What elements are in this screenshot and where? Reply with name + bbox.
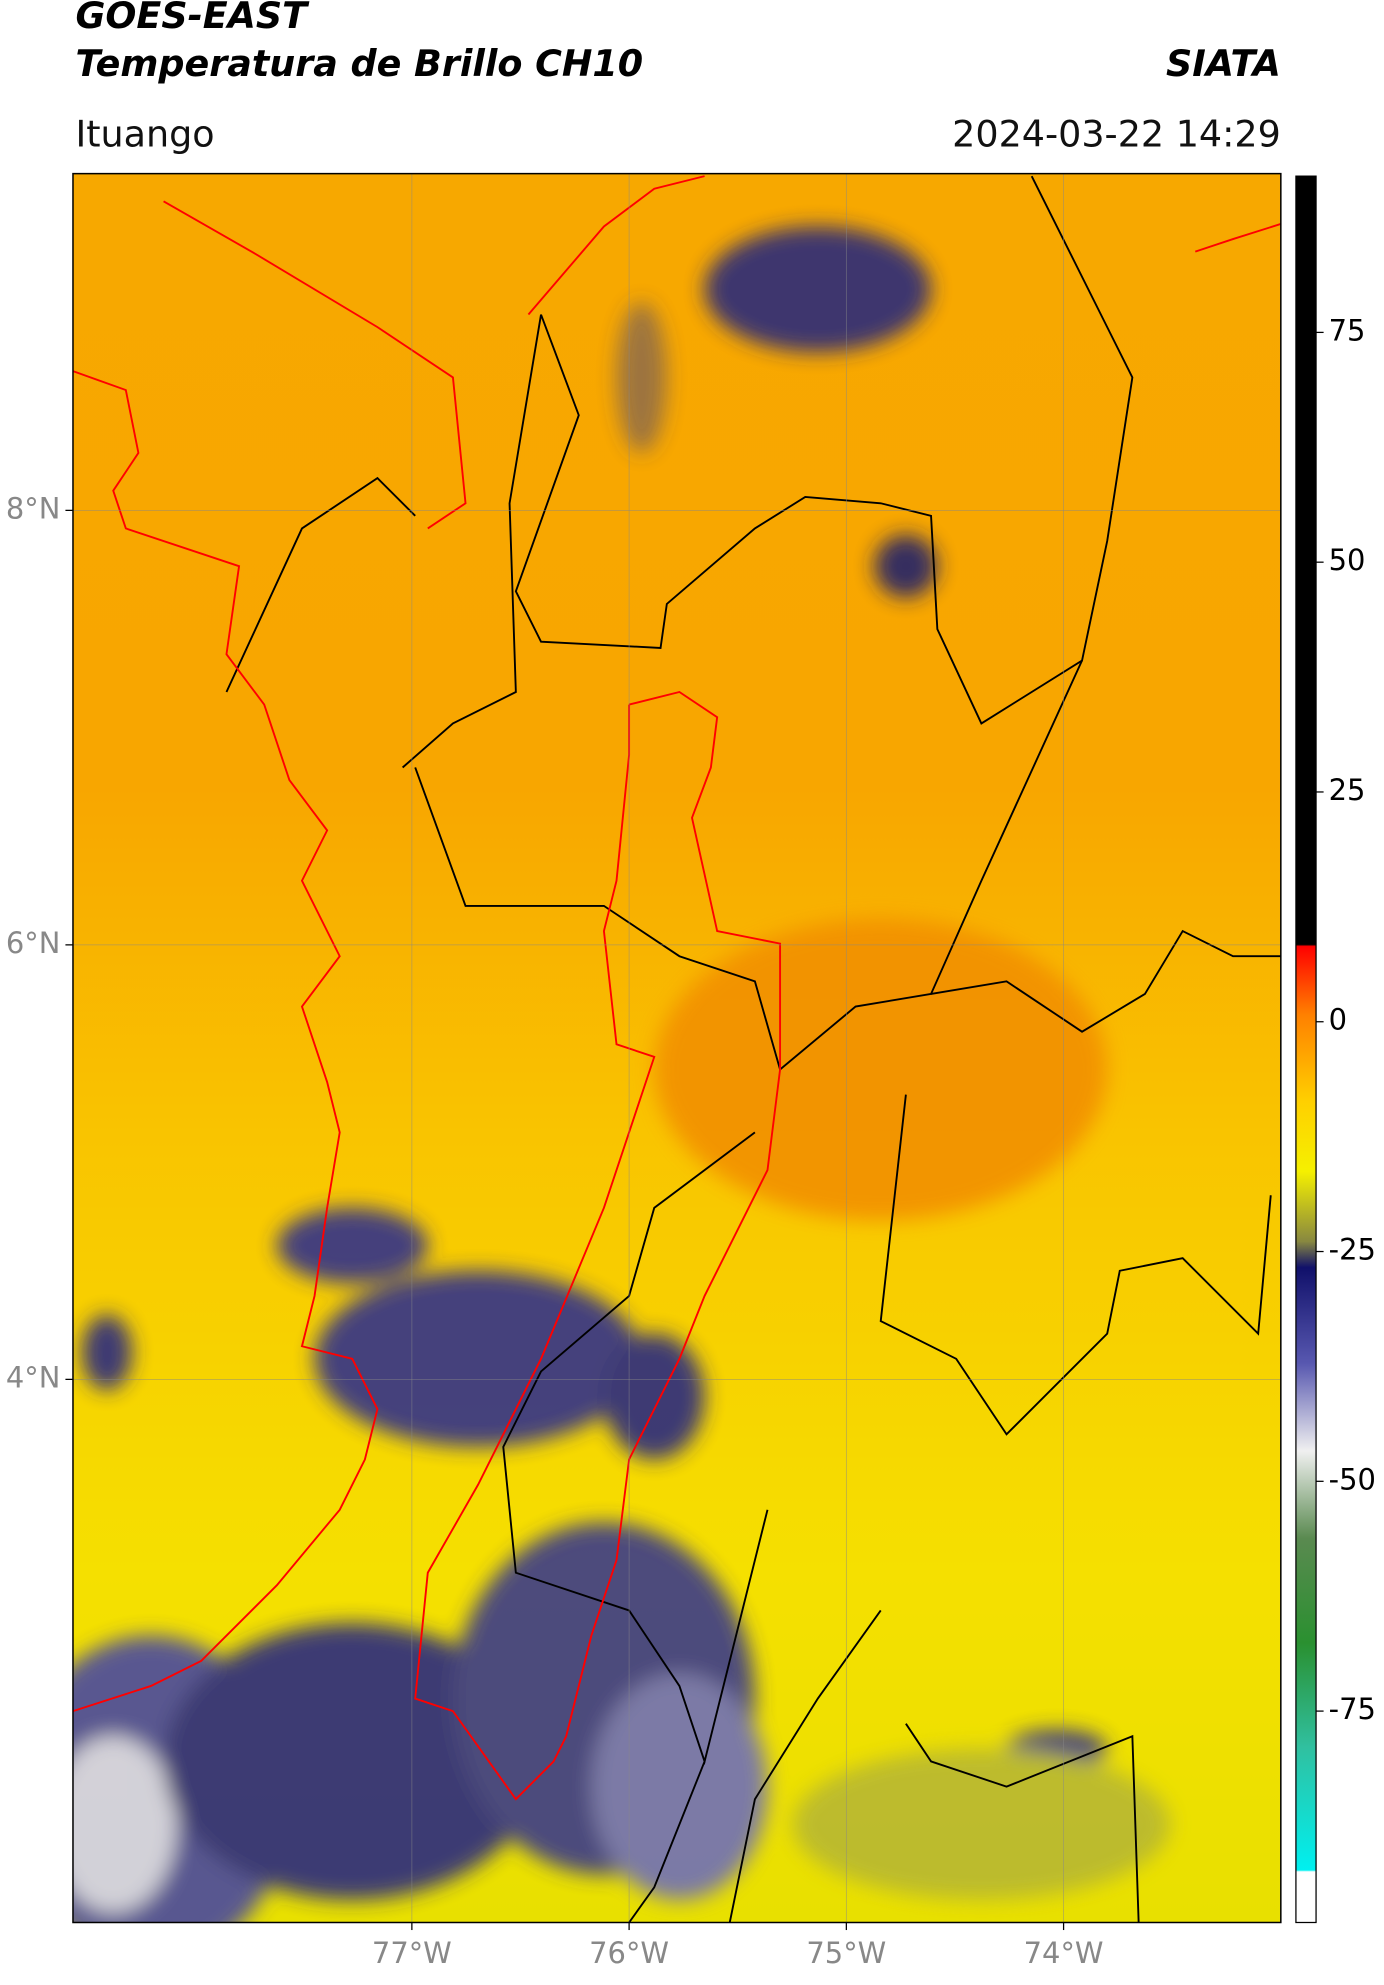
x-tick-label: 74°W xyxy=(1024,1936,1104,1970)
x-tick-label: 75°W xyxy=(806,1936,886,1970)
graticule xyxy=(72,173,1281,1923)
x-tick-label: 76°W xyxy=(589,1936,669,1970)
map-image xyxy=(72,173,1281,1923)
title: GOES-EAST xyxy=(75,0,310,37)
subtitle: Temperatura de Brillo CH10 xyxy=(75,42,643,85)
colorbar-label: 25 xyxy=(1329,773,1366,807)
location: Ituango xyxy=(75,112,214,155)
colorbar-label: -75 xyxy=(1329,1692,1376,1726)
colorbar-label: -25 xyxy=(1329,1233,1376,1267)
x-tick-label: 77°W xyxy=(372,1936,452,1970)
y-tick-label: 4°N xyxy=(6,1360,61,1394)
map-frame xyxy=(72,172,1282,1924)
colorbar xyxy=(1295,175,1317,1924)
y-tick-label: 8°N xyxy=(6,491,61,525)
datetime: 2024-03-22 14:29 xyxy=(952,112,1281,155)
y-tick-label: 6°N xyxy=(6,926,61,960)
colorbar-label: 75 xyxy=(1329,313,1366,347)
colorbar-label: 0 xyxy=(1329,1003,1347,1037)
colorbar-label: 50 xyxy=(1329,543,1366,577)
source: SIATA xyxy=(1166,42,1281,85)
colorbar-label: -50 xyxy=(1329,1462,1376,1496)
